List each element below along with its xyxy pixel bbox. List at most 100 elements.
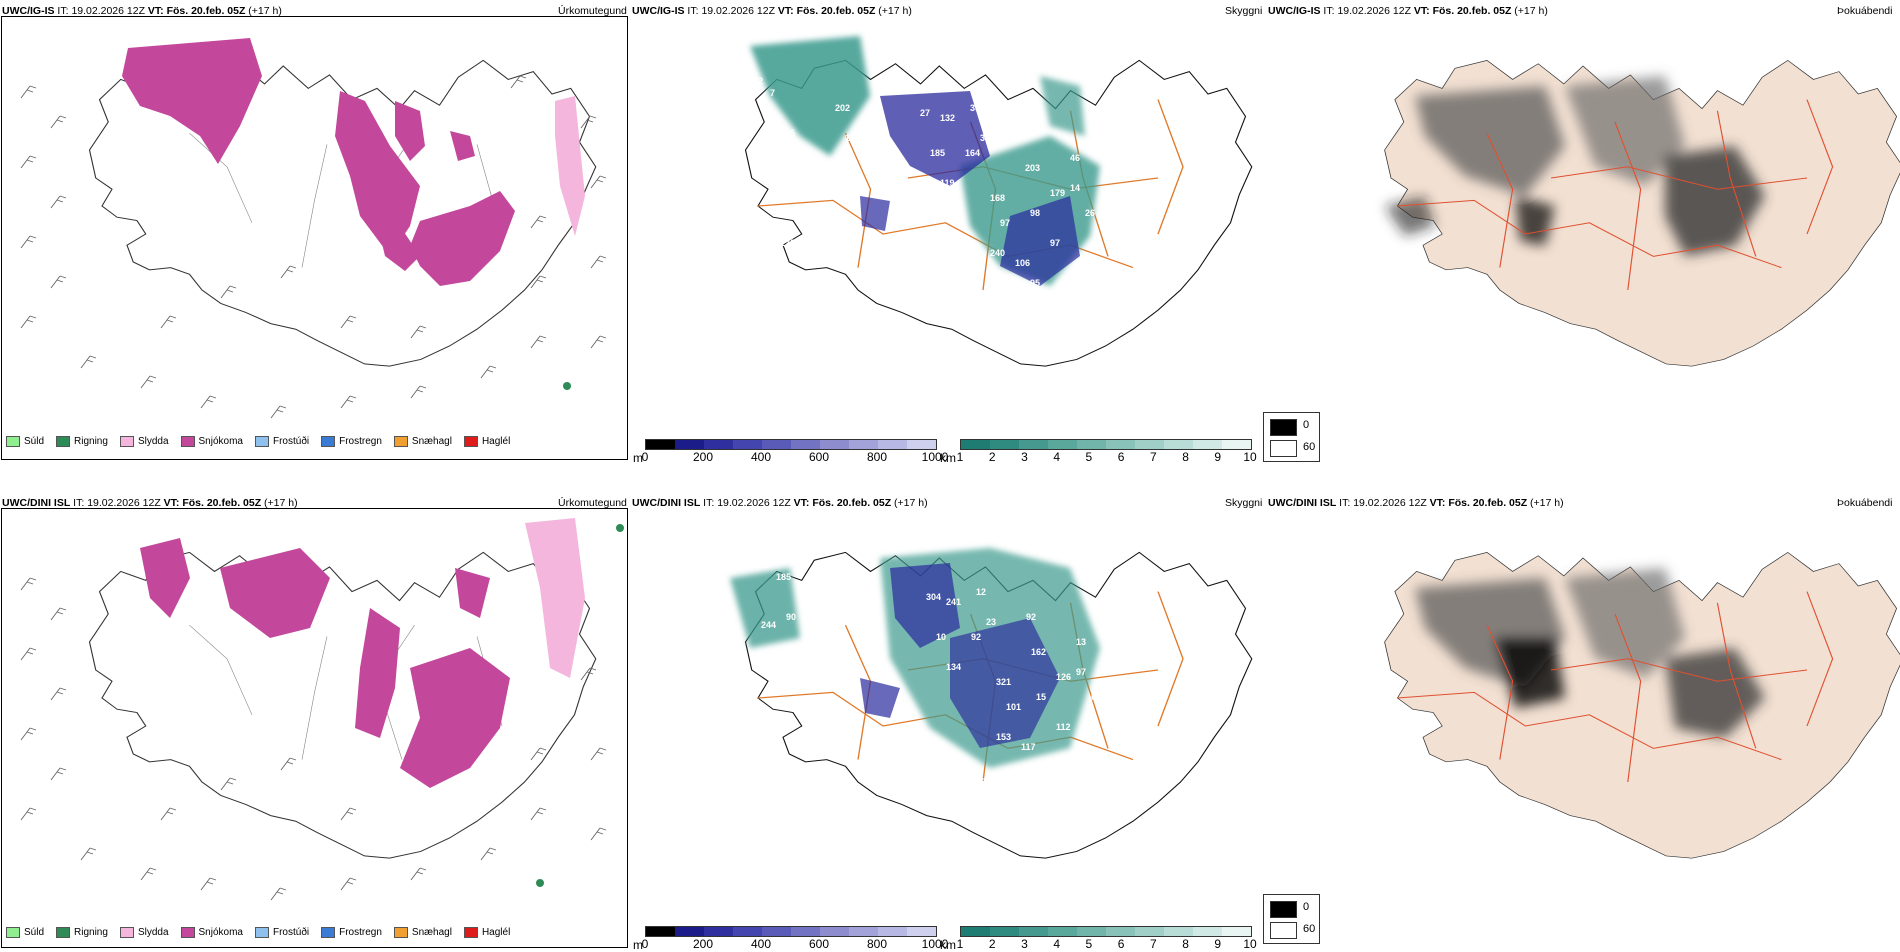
colorbar-segment [675,927,704,936]
cloud-base-value: 126 [1056,672,1071,682]
panel-title: UWC/IG-IS IT: 19.02.2026 12Z VT: Fös. 20… [632,5,912,17]
legend-swatch [463,436,478,447]
legend-label: Slydda [137,436,169,447]
legend-swatch [180,436,195,447]
cloud-base-value: 202 [835,103,850,113]
colorbar-segment [704,440,733,449]
product-name: Þokuábendi [1837,5,1893,17]
legend-swatch [321,927,336,938]
colorbar-segment [791,440,820,449]
fog-panel: UWC/DINI ISL IT: 19.02.2026 12Z VT: Fös.… [1265,492,1900,950]
colorbar-tick: 7 [1149,450,1157,464]
model-row-dini: UWC/DINI ISL IT: 19.02.2026 12Z VT: Fös.… [0,492,1900,952]
legend-swatch [463,927,478,938]
visibility-colorbar: km 1 2 3 4 5 6 7 8 9 10 [940,439,1257,465]
precip-type-legend: Súld Rigning Slydda Snjókoma Frostúði Frostre… [6,927,510,938]
cloud-base-value: 304 [926,592,941,602]
legend-item: Snjókoma [180,436,243,447]
cloud-base-value: 194 [896,732,911,742]
cloud-base-value: 162 [1031,647,1046,657]
legend-item: Frostregn [321,927,382,938]
cloud-base-value: 153 [996,732,1011,742]
legend-label: Frostregn [339,927,382,938]
cloud-base-value: 15 [1036,692,1046,702]
colorbar-segment [820,440,849,449]
legend-item: Frostúði [254,927,309,938]
cloud-base-value: 60 [1091,692,1101,702]
cloud-base-value: 241 [946,597,961,607]
cloud-base-value: 90 [786,612,796,622]
colorbar-segment [1048,440,1077,449]
cloud-base-value: 12 [1106,682,1116,692]
cloud-base-value: 391 [980,133,995,143]
legend-label: Snjókoma [198,927,243,938]
product-name: Skyggni [1225,5,1263,17]
colorbar-tick: 9 [1214,937,1222,951]
cloud-base-value: 12 [976,587,986,597]
cloud-base-value: 137 [930,270,945,280]
colorbar-segment [762,440,791,449]
cloud-base-value: 257 [851,617,866,627]
cloud-base-value: 185 [930,148,945,158]
cloud-base-value: 106 [1040,293,1055,303]
cloud-base-value: 23 [986,617,996,627]
cloud-base-value: 328 [1036,762,1051,772]
colorbar-tick: 5 [1085,450,1093,464]
cloud-base-value: 185 [776,572,791,582]
product-name: Úrkomutegund [558,5,627,17]
legend-swatch [180,927,195,938]
fog-map [1383,551,1900,859]
map-frame [1,16,628,460]
rain-spot [536,879,544,887]
rain-spot [616,524,624,532]
product-name: Þokuábendi [1837,497,1893,509]
cloud-base-value: 138 [936,754,951,764]
visibility-colorbar: km 1 2 3 4 5 6 7 8 9 10 [940,926,1257,952]
colorbar-tick: 10 [1243,450,1257,464]
cloud-base-value: 503 [754,560,769,570]
fog-map [1383,59,1900,367]
panel-title: UWC/IG-IS IT: 19.02.2026 12Z VT: Fös. 20… [1268,5,1548,17]
panel-title: UWC/DINI ISL IT: 19.02.2026 12Z VT: Fös.… [2,497,298,509]
cloud-base-value: 97 [1060,308,1070,318]
legend-swatch [6,436,20,447]
cloud-base-value: 163 [1100,198,1115,208]
colorbar-tick: 1 [956,937,964,951]
cloud-base-value: 7 [770,88,775,98]
colorbar-segment [1222,927,1251,936]
legend-label: Rigning [74,436,108,447]
panel-title: UWC/IG-IS IT: 19.02.2026 12Z VT: Fös. 20… [2,5,282,17]
colorbar-tick: 4 [1053,450,1060,464]
legend-item: Súld [6,436,44,447]
cloud-base-value: 147 [1010,288,1025,298]
colorbar-segment [1193,927,1222,936]
fog-legend: 0 60 [1263,412,1320,462]
legend-label: Frostregn [339,436,382,447]
legend-item: Súld [6,927,44,938]
cloud-visibility-panel: UWC/DINI ISL IT: 19.02.2026 12Z VT: Fös.… [630,492,1265,950]
sleet-area-east [525,518,585,678]
cloud-base-colorbar: m 0 200 400 600 800 1000 [633,926,948,952]
colorbar-segment [791,927,820,936]
rain-spot [563,382,571,390]
legend-item: Frostúði [254,436,309,447]
legend-swatch [119,927,134,938]
colorbar-tick: 0 [641,450,649,464]
colorbar-tick: 10 [1243,937,1257,951]
colorbar-tick: 400 [750,937,772,951]
cloud-base-value: 179 [1050,188,1065,198]
cloud-base-value: 127 [916,742,931,752]
colorbar-segment [675,440,704,449]
colorbar-segment [646,927,675,936]
colorbar-tick: 1000 [921,450,949,464]
colorbar-segment [961,440,990,449]
colorbar-segment [1019,440,1048,449]
cloud-base-value: 97 [1000,218,1010,228]
cloud-base-value: 244 [761,620,776,630]
colorbar-segment [704,927,733,936]
cloud-base-value: 13 [910,258,920,268]
colorbar-segment [1048,927,1077,936]
cloud-base-value: 101 [1006,702,1021,712]
legend-item: Snæhagl [393,927,452,938]
